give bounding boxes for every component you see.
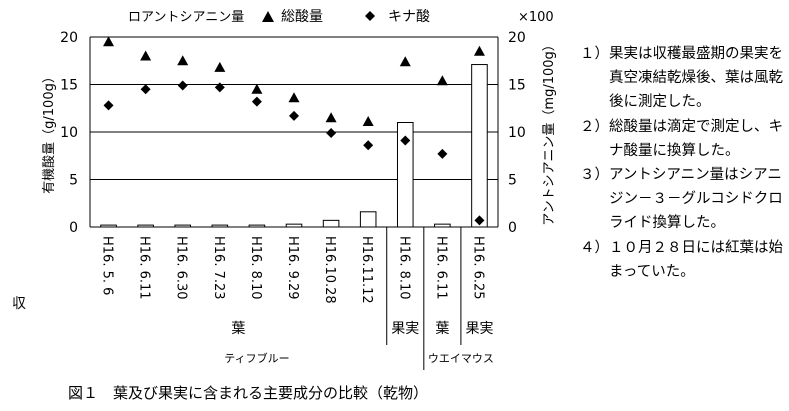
left-tick-label: 0 [69,220,78,236]
chart-axes: 0 0 5 5 10 10 15 15 20 20 ×100 有機酸量（g/100g） アントシアニン量… [42,10,557,236]
category-label: H16. 5. 6 [100,236,115,295]
stray-label: 収 [12,296,26,312]
category-label: H16. 8.10 [248,236,263,300]
right-tick-label: 15 [508,78,526,94]
quinic-acid-marker [289,110,299,121]
quinic-acid-marker [251,96,262,107]
right-tick-label: 10 [508,125,526,141]
right-axis-multiplier: ×100 [518,10,554,25]
chart-legend: ロアントシアニン量 総酸量 キナ酸 [128,9,430,25]
right-axis-title: アントシアニン量（mg/100g） [542,38,557,226]
left-tick-label: 10 [60,125,78,141]
note-number: １） [580,46,609,62]
note-item: １） 果実は収穫最盛期の果実を真空凍結乾燥後、葉は風乾後に測定した。 [580,42,785,115]
total-acid-marker [103,36,115,47]
category-label: H16. 6.25 [470,236,485,300]
category-label: H16. 6.11 [433,236,448,300]
figure-caption: 図１ 葉及び果実に含まれる主要成分の比較（乾物） [68,384,429,402]
total-acid-marker [362,116,374,127]
left-tick-label: 15 [60,78,78,94]
total-acid-marker [399,56,411,67]
note-number: ２） [580,118,609,135]
part-label: 葉 [435,321,449,337]
quinic-acid-marker [140,84,151,95]
quinic-acid-marker [363,140,374,151]
quinic-acid-marker [177,80,188,91]
total-acid-marker [140,50,152,61]
total-acid-marker [288,92,300,103]
anthocyanin-bar [359,211,377,228]
anthocyanin-bars [100,64,488,228]
legend-anthocyanin: ロアントシアニン量 [128,10,244,25]
notes-list: １） 果実は収穫最盛期の果実を真空凍結乾燥後、葉は風乾後に測定した。 ２） 総酸… [580,42,785,284]
note-text: アントシアニン量はシアニジン－３－グルコシドクロライド換算した。 [609,167,783,232]
right-tick-label: 5 [508,173,517,189]
legend-quinic-acid: キナ酸 [388,9,430,25]
part-label: 果実 [391,321,419,337]
note-text: 果実は収穫最盛期の果実を真空凍結乾燥後、葉は風乾後に測定した。 [609,46,783,111]
category-labels: H16. 5. 6 H16. 6.11 H16. 6.30 H16. 7.23 H16.… [100,236,486,304]
part-label: 果実 [465,321,493,337]
category-label: H16. 7.23 [211,236,226,300]
right-tick-label: 20 [508,30,526,46]
quinic-acid-marker [474,215,485,226]
category-label: H16. 6.30 [174,236,189,300]
category-label: H16. 9.29 [285,236,300,300]
quinic-acid-marker [437,148,448,159]
note-item: ２） 総酸量は滴定で測定し、キナ酸量に換算した。 [580,115,785,163]
quinic-acid-marker [214,82,225,93]
variety-label: ウエイマウス [428,352,494,365]
total-acid-marker [436,75,448,86]
left-tick-label: 5 [69,173,78,189]
anthocyanin-bar [322,219,340,228]
category-label: H16. 6.11 [137,236,152,300]
quinic-acid-marker [326,127,337,138]
note-number: ３） [580,167,609,184]
legend-diamond-icon [365,11,375,21]
quinic-acid-marker [103,100,114,111]
part-label: 葉 [231,321,245,337]
quinic-acid-marker [400,135,411,146]
total-acid-marker [251,83,263,94]
anthocyanin-bar [471,64,488,228]
note-item: ４） １０月２８日には紅葉は始まっていた。 [580,236,785,284]
right-tick-label: 0 [508,220,517,236]
group-labels: 葉果実葉果実ティフブルー ウエイマウス [224,227,494,370]
note-number: ４） [580,239,609,256]
variety-label: ティフブルー [224,351,289,365]
acid-markers [103,36,485,226]
legend-triangle-icon [262,11,274,22]
category-label: H16.10.28 [322,236,337,304]
total-acid-marker [214,61,226,72]
note-text: １０月２８日には紅葉は始まっていた。 [609,239,783,280]
total-acid-marker [325,112,337,123]
category-label: H16. 8.10 [396,236,411,300]
total-acid-marker [473,45,485,56]
left-axis-title: 有機酸量（g/100g） [42,70,57,194]
note-text: 総酸量は滴定で測定し、キナ酸量に換算した。 [609,118,783,159]
category-label: H16.11.12 [359,236,374,304]
chart-grid [90,36,498,180]
note-item: ３） アントシアニン量はシアニジン－３－グルコシドクロライド換算した。 [580,163,785,236]
total-acid-marker [177,55,189,66]
legend-total-acid: 総酸量 [281,9,323,25]
left-tick-label: 20 [60,30,78,46]
